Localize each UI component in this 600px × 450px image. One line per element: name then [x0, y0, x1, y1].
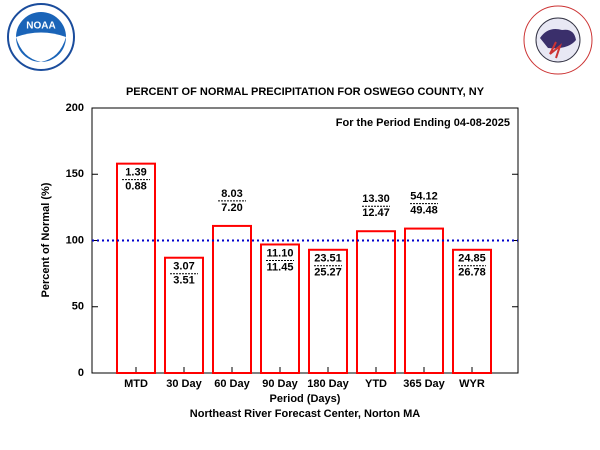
- x-tick-label: 90 Day: [262, 378, 298, 390]
- normal-label: 25.27: [314, 267, 342, 279]
- logo-text: NOAA: [26, 21, 55, 32]
- bar: [356, 230, 396, 374]
- noaa-logo: NOAA: [7, 3, 75, 71]
- bar: [164, 256, 204, 375]
- y-tick-label: 50: [72, 301, 84, 313]
- x-tick-label: MTD: [124, 378, 148, 390]
- observed-label: 1.39: [125, 167, 146, 179]
- observed-label: 8.03: [221, 188, 242, 200]
- bar: [308, 248, 348, 374]
- y-tick-label: 100: [66, 234, 84, 246]
- observed-label: 13.30: [362, 193, 390, 205]
- observed-label: 54.12: [410, 190, 438, 202]
- x-tick-label: 30 Day: [166, 378, 202, 390]
- normal-label: 12.47: [362, 207, 390, 219]
- footer: Northeast River Forecast Center, Norton …: [190, 408, 420, 420]
- chart-subtitle: For the Period Ending 04-08-2025: [336, 117, 510, 129]
- observed-label: 11.10: [267, 247, 294, 259]
- normal-label: 3.51: [173, 275, 194, 287]
- x-axis-label: Period (Days): [270, 393, 341, 405]
- normal-label: 49.48: [410, 204, 438, 216]
- bar: [212, 224, 252, 374]
- y-tick-label: 150: [66, 168, 84, 180]
- bar: [404, 227, 444, 374]
- chart-title: PERCENT OF NORMAL PRECIPITATION FOR OSWE…: [126, 86, 485, 98]
- normal-label: 0.88: [125, 181, 146, 193]
- normal-label: 11.45: [267, 261, 294, 273]
- x-tick-label: WYR: [459, 378, 485, 390]
- bar: [116, 162, 156, 374]
- observed-label: 24.85: [458, 253, 486, 265]
- observed-label: 23.51: [314, 253, 342, 265]
- bar: [260, 243, 300, 374]
- normal-label: 26.78: [458, 267, 486, 279]
- normal-label: 7.20: [221, 202, 242, 214]
- bar: [452, 248, 492, 374]
- x-tick-label: YTD: [365, 378, 387, 390]
- x-tick-label: 60 Day: [214, 378, 250, 390]
- nws-logo: [523, 5, 593, 75]
- x-tick-label: 180 Day: [307, 378, 349, 390]
- y-tick-label: 200: [66, 102, 84, 114]
- y-tick-label: 0: [78, 367, 84, 379]
- observed-label: 3.07: [173, 261, 194, 273]
- y-axis-label: Percent of Normal (%): [40, 182, 52, 297]
- x-tick-label: 365 Day: [403, 378, 445, 390]
